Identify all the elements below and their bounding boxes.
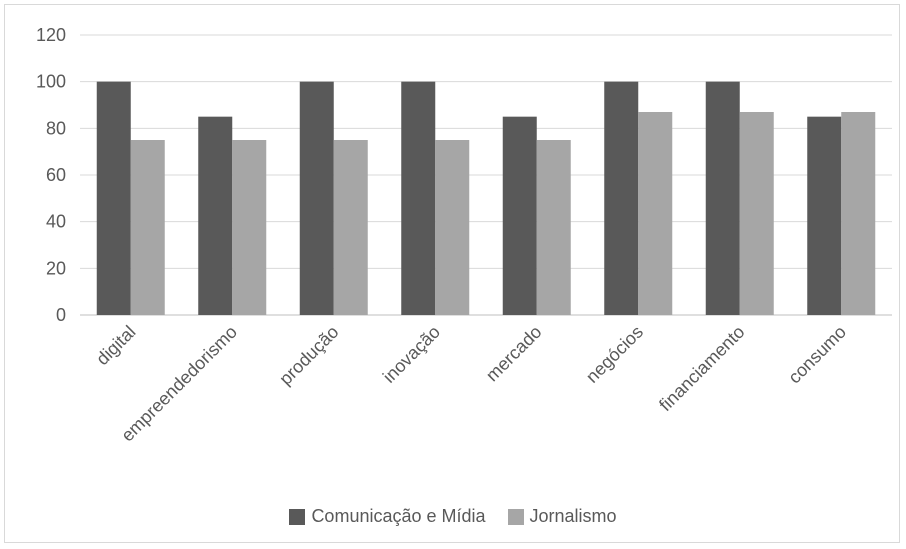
legend-label-series-1: Comunicação e Mídia xyxy=(311,506,486,526)
y-tick-label: 120 xyxy=(36,25,66,45)
legend-item-series-2: Jornalismo xyxy=(507,506,617,527)
bar-jornalismo-5 xyxy=(638,112,673,315)
bar-jornalismo-7 xyxy=(841,112,876,315)
x-tick-label: negócios xyxy=(582,322,647,387)
bar-comunicacao-6 xyxy=(705,81,740,316)
y-tick-label: 20 xyxy=(46,258,66,278)
bar-comunicacao-5 xyxy=(604,81,639,316)
y-axis-ticks: 0 20 40 60 80 100 120 xyxy=(36,25,66,325)
y-tick-label: 100 xyxy=(36,72,66,92)
x-tick-label: mercado xyxy=(482,322,546,386)
y-tick-label: 40 xyxy=(46,212,66,232)
x-tick-label: empreendedorismo xyxy=(117,322,241,446)
y-tick-label: 80 xyxy=(46,118,66,138)
y-tick-label: 0 xyxy=(56,305,66,325)
legend-label-series-2: Jornalismo xyxy=(529,506,617,526)
x-tick-label: produção xyxy=(275,322,342,389)
legend: Comunicação e Mídia Jornalismo xyxy=(0,506,906,527)
x-tick-label: digital xyxy=(92,322,139,369)
bar-comunicacao-3 xyxy=(401,81,436,316)
bar-jornalismo-2 xyxy=(333,140,368,315)
bar-comunicacao-7 xyxy=(807,116,842,316)
legend-swatch-series-2 xyxy=(507,508,524,525)
bar-jornalismo-4 xyxy=(536,140,571,315)
x-tick-label: consumo xyxy=(784,322,850,388)
x-tick-label: financiamento xyxy=(655,322,748,415)
bar-comunicacao-4 xyxy=(502,116,537,316)
legend-swatch-series-1 xyxy=(289,508,306,525)
bar-jornalismo-1 xyxy=(232,140,267,315)
bar-comunicacao-0 xyxy=(96,81,131,316)
bar-jornalismo-6 xyxy=(739,112,774,315)
x-tick-label: inovação xyxy=(379,322,444,387)
bar-comunicacao-2 xyxy=(299,81,334,316)
y-tick-label: 60 xyxy=(46,165,66,185)
legend-item-series-1: Comunicação e Mídia xyxy=(289,506,486,527)
bar-comunicacao-1 xyxy=(198,116,233,316)
bar-jornalismo-3 xyxy=(435,140,470,315)
bars xyxy=(96,81,876,316)
bar-jornalismo-0 xyxy=(130,140,165,315)
